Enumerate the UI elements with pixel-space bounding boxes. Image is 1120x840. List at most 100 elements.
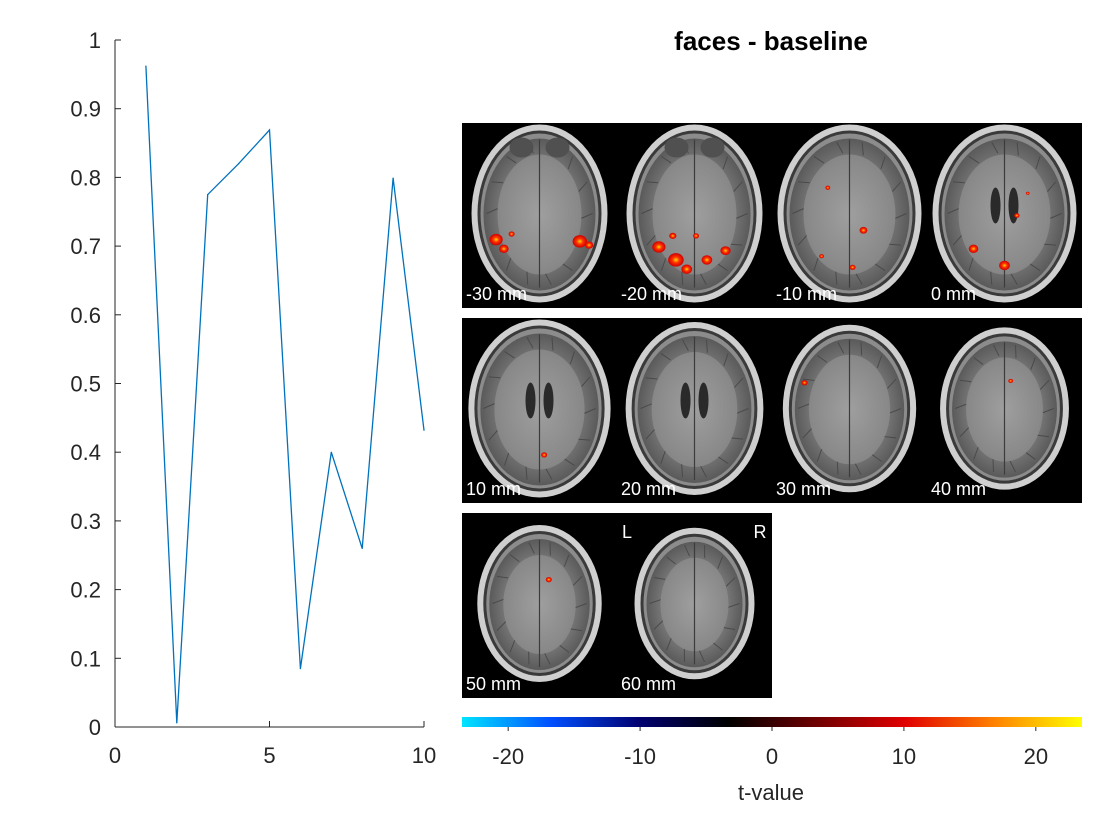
skull: [640, 533, 749, 674]
sulcus: [645, 377, 658, 380]
sulcus: [723, 627, 736, 630]
brain-tissue: [637, 336, 752, 483]
colorbar-tick-label: 20: [1024, 744, 1048, 769]
sulcus: [717, 556, 724, 569]
y-tick-label: 1: [89, 28, 101, 53]
series-line: [145, 66, 425, 723]
brain-slice: 0 mm: [931, 124, 1077, 304]
y-tick-label: 0.8: [70, 165, 101, 190]
sulcus: [681, 271, 684, 285]
slice-mm-label: 40 mm: [931, 479, 986, 499]
dura: [486, 534, 593, 673]
line-chart: 00.10.20.30.40.50.60.70.80.910 5 10: [70, 28, 436, 768]
scalp: [940, 327, 1069, 490]
ventricle: [1008, 187, 1019, 224]
y-tick-label: 0.5: [70, 372, 101, 397]
skull: [477, 130, 602, 297]
sulcus: [734, 377, 744, 388]
colorbar-tick-label: 10: [892, 744, 916, 769]
activation-cluster: [720, 246, 731, 256]
sulcus: [544, 653, 551, 665]
sulcus: [728, 603, 740, 608]
sulcus: [813, 156, 825, 164]
data-point: [423, 429, 425, 431]
sulcus: [661, 156, 672, 164]
activation-cluster: [849, 264, 856, 270]
brain-slice: 10 mm: [466, 319, 611, 499]
sulcus: [816, 449, 823, 462]
sulcus: [813, 257, 819, 271]
sulcus: [730, 243, 743, 246]
scalp: [932, 124, 1077, 303]
sulcus: [884, 436, 897, 439]
dura: [635, 133, 754, 294]
scalp: [634, 527, 755, 680]
x-tick-label: 0: [109, 743, 121, 768]
sulcus: [1047, 181, 1057, 192]
sulcus: [1039, 379, 1050, 390]
sulcus: [1042, 408, 1055, 414]
activation-cluster: [669, 232, 677, 239]
sulcus: [1044, 243, 1056, 246]
sulcus: [797, 235, 807, 246]
white-matter: [958, 154, 1051, 275]
sulcus: [1030, 357, 1036, 370]
slice-mm-label: 10 mm: [466, 479, 521, 499]
sulcus: [581, 213, 593, 219]
activation-cluster: [681, 264, 693, 274]
slice-row-panel-1: [462, 123, 1082, 308]
colorbar-label: t-value: [738, 780, 804, 805]
brain-slice: -30 mm: [466, 124, 608, 304]
activation-cluster: [1008, 378, 1014, 383]
activation-cluster: [825, 185, 831, 190]
orientation-right-label: R: [754, 522, 767, 542]
activation-cluster: [652, 241, 666, 253]
sulcus: [653, 620, 664, 630]
brain-tissue: [489, 539, 590, 670]
sulcus: [713, 642, 723, 651]
sulcus: [959, 379, 972, 383]
sulcus: [816, 355, 828, 363]
y-tick-label: 0.2: [70, 578, 101, 603]
sulcus: [892, 181, 902, 192]
sulcus: [509, 640, 516, 653]
data-point: [330, 451, 332, 453]
scalp: [468, 319, 611, 498]
ventricle: [990, 187, 1001, 224]
activation-cluster: [541, 452, 548, 458]
data-point: [268, 129, 271, 131]
dura: [477, 328, 602, 489]
scalp: [777, 124, 922, 303]
orbit: [509, 137, 534, 158]
orientation-left-label: L: [622, 522, 632, 542]
sulcus: [645, 429, 655, 440]
y-tick-label: 0.6: [70, 303, 101, 328]
sulcus: [837, 342, 845, 354]
sulcus: [488, 376, 501, 379]
sulcus: [874, 263, 886, 271]
sulcus: [705, 339, 708, 353]
sulcus: [835, 271, 838, 285]
white-matter: [652, 154, 737, 275]
sulcus: [525, 466, 528, 480]
sulcus: [889, 243, 901, 246]
colorbar-tick-label: -10: [624, 744, 656, 769]
sulcus: [959, 427, 970, 438]
skull: [946, 333, 1063, 484]
sulcus: [660, 450, 666, 464]
sulcus: [584, 408, 596, 414]
slice-row-panel-3: [462, 513, 772, 698]
sulcus: [954, 403, 967, 409]
sulcus: [992, 459, 994, 473]
figure-title: faces - baseline: [674, 26, 868, 56]
slice-mm-label: 0 mm: [931, 284, 976, 304]
sulcus: [550, 142, 553, 156]
brain-slice: 30 mm: [776, 324, 917, 499]
sulcus: [798, 181, 810, 184]
colorbar-tick-label: -20: [492, 744, 524, 769]
sulcus: [563, 554, 570, 567]
scalp: [782, 324, 917, 493]
y-tick-label: 0.4: [70, 440, 101, 465]
sulcus: [578, 181, 588, 192]
dura: [949, 336, 1060, 481]
